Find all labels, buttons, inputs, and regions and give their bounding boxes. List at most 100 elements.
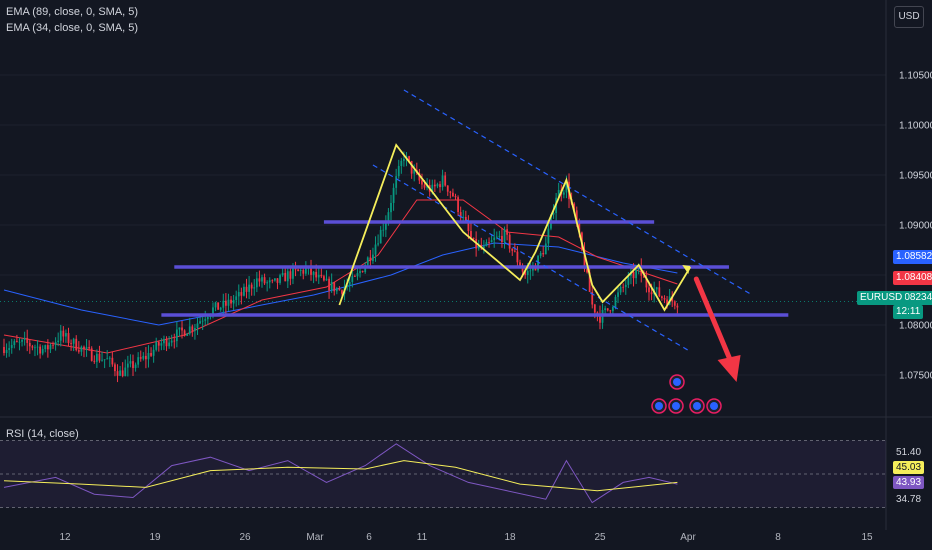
candle-body bbox=[67, 333, 70, 343]
candle-body bbox=[137, 357, 140, 365]
candle-body bbox=[46, 345, 49, 350]
candle-body bbox=[26, 337, 29, 343]
candle-body bbox=[178, 327, 181, 330]
candle-body bbox=[369, 257, 372, 261]
candle-body bbox=[255, 278, 258, 288]
channel-upper-line bbox=[403, 89, 753, 296]
candle-body bbox=[188, 326, 191, 334]
candle-body bbox=[18, 341, 21, 343]
candle-body bbox=[418, 173, 421, 181]
candle-body bbox=[101, 359, 103, 361]
candle-body bbox=[542, 253, 545, 255]
candle-body bbox=[240, 292, 243, 296]
event-icon-inner bbox=[673, 378, 681, 386]
candle-body bbox=[565, 181, 568, 193]
candle-body bbox=[93, 360, 96, 362]
candle-body bbox=[493, 237, 496, 241]
forecast-arrow-head bbox=[717, 355, 741, 382]
candle-body bbox=[353, 276, 356, 277]
candle-body bbox=[632, 271, 635, 279]
candle-body bbox=[588, 272, 591, 292]
candle-body bbox=[508, 234, 511, 249]
candle-body bbox=[34, 347, 36, 349]
candle-body bbox=[214, 302, 217, 308]
candle-body bbox=[591, 291, 594, 305]
candle-body bbox=[41, 349, 44, 354]
candle-body bbox=[152, 349, 155, 356]
candle-body bbox=[519, 262, 521, 268]
candle-body bbox=[470, 231, 472, 238]
price-tick-label: 1.10000 bbox=[899, 121, 932, 132]
candle-body bbox=[31, 346, 34, 348]
date-tick: 8 bbox=[775, 532, 781, 543]
currency-button[interactable]: USD bbox=[894, 6, 924, 28]
candle-body bbox=[13, 341, 16, 345]
candle-body bbox=[395, 176, 398, 188]
candle-body bbox=[617, 292, 619, 297]
rsi-signal-tag: 45.03 bbox=[893, 461, 924, 474]
rsi-legend[interactable]: RSI (14, close) bbox=[6, 428, 79, 440]
symbol-tag: EURUSD bbox=[857, 291, 906, 305]
candle-body bbox=[289, 271, 292, 279]
candle-body bbox=[614, 296, 617, 308]
candle-body bbox=[80, 346, 83, 352]
candle-body bbox=[39, 346, 42, 354]
candle-body bbox=[382, 229, 385, 231]
candle-body bbox=[201, 320, 204, 322]
candle-body bbox=[452, 192, 454, 197]
candle-body bbox=[70, 342, 72, 344]
zigzag-line bbox=[338, 143, 692, 312]
ema34-legend[interactable]: EMA (34, close, 0, SMA, 5) bbox=[6, 22, 139, 34]
candle-body bbox=[596, 312, 599, 314]
candle-body bbox=[501, 235, 503, 242]
price-tick-label: 1.08000 bbox=[899, 321, 932, 332]
candle-body bbox=[521, 267, 524, 272]
candle-body bbox=[516, 251, 519, 263]
candle-body bbox=[160, 343, 163, 346]
candle-body bbox=[116, 371, 119, 376]
candle-body bbox=[304, 268, 307, 274]
candle-body bbox=[175, 329, 178, 342]
candle-body bbox=[642, 275, 645, 278]
candle-body bbox=[557, 190, 560, 198]
candle-body bbox=[191, 326, 194, 331]
forecast-arrow-shaft bbox=[693, 276, 737, 371]
forecast-arrow bbox=[693, 276, 741, 382]
candle-body bbox=[485, 242, 488, 247]
candle-body bbox=[410, 161, 413, 174]
price-tick-label: 1.09500 bbox=[899, 171, 932, 182]
candle-body bbox=[279, 275, 281, 283]
zigzag-arrowhead bbox=[682, 265, 691, 274]
candle-body bbox=[286, 271, 289, 282]
date-tick: 12 bbox=[59, 532, 71, 543]
candle-body bbox=[77, 350, 80, 352]
candle-body bbox=[132, 361, 134, 369]
candle-body bbox=[436, 184, 439, 187]
candle-body bbox=[441, 175, 444, 188]
candle-body bbox=[65, 333, 67, 337]
candle-body bbox=[150, 353, 152, 356]
candle-body bbox=[524, 271, 527, 275]
candle-body bbox=[573, 203, 576, 211]
candle-body bbox=[676, 305, 679, 308]
candle-body bbox=[611, 307, 614, 312]
candle-body bbox=[673, 301, 676, 306]
candle-body bbox=[377, 243, 379, 245]
candle-body bbox=[403, 159, 405, 161]
candle-body bbox=[488, 242, 490, 243]
candle-body bbox=[276, 278, 279, 283]
ema89-legend[interactable]: EMA (89, close, 0, SMA, 5) bbox=[6, 6, 139, 18]
price-tick-label: 1.07500 bbox=[899, 371, 932, 382]
candle-body bbox=[379, 229, 382, 244]
candle-body bbox=[374, 244, 377, 255]
candle-body bbox=[562, 192, 565, 195]
candle-body bbox=[155, 342, 158, 350]
event-icon-inner bbox=[655, 402, 663, 410]
date-tick: Mar bbox=[306, 532, 324, 543]
candle-body bbox=[44, 345, 47, 350]
candle-body bbox=[658, 287, 661, 297]
candle-body bbox=[635, 269, 637, 279]
event-icon-inner bbox=[710, 402, 718, 410]
candle-body bbox=[222, 300, 225, 308]
